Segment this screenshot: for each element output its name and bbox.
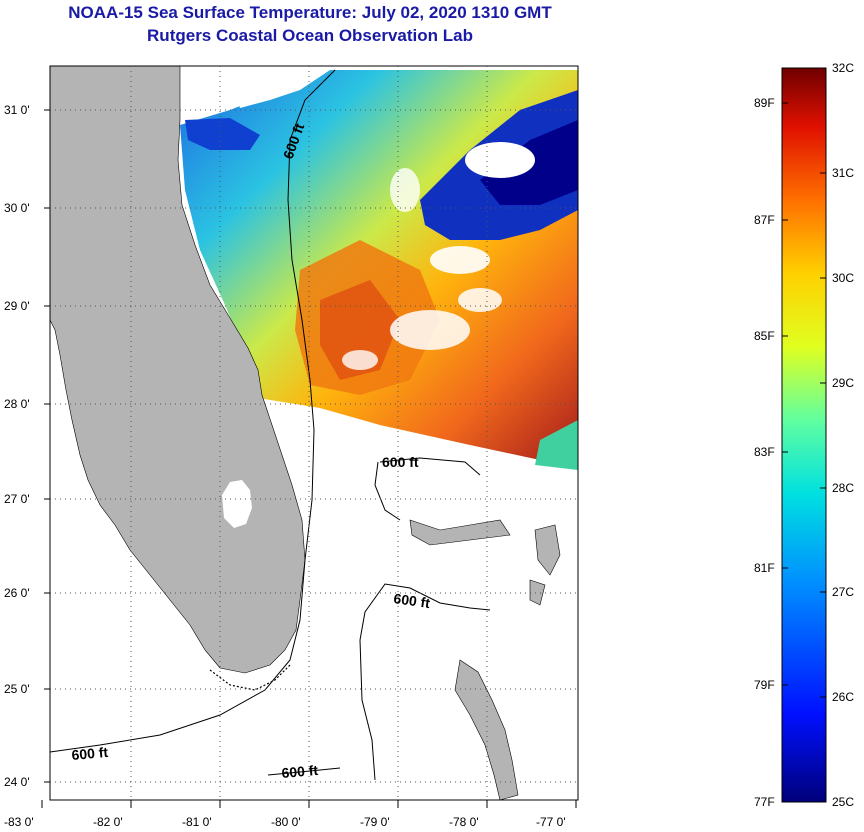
f-label: 89F xyxy=(754,96,775,110)
c-label: 31C xyxy=(832,166,854,180)
colorbar-ticks xyxy=(782,102,826,698)
lon-label: -78 0' xyxy=(449,815,479,829)
colorbar-fahrenheit-labels: 89F 87F 85F 83F 81F 79F 77F xyxy=(754,96,775,809)
lat-label: 31 0' xyxy=(4,103,30,117)
f-label: 85F xyxy=(754,329,775,343)
lon-label: -77 0' xyxy=(536,815,566,829)
contour-label: 600 ft xyxy=(393,590,432,611)
c-label: 25C xyxy=(832,795,854,809)
f-label: 87F xyxy=(754,213,775,227)
map-frame xyxy=(49,65,579,801)
graticule xyxy=(50,66,578,800)
lat-label: 28 0' xyxy=(4,397,30,411)
lon-label: -81 0' xyxy=(182,815,212,829)
lon-label: -79 0' xyxy=(360,815,390,829)
lat-label: 27 0' xyxy=(4,492,30,506)
longitude-labels: -83 0' -82 0' -81 0' -80 0' -79 0' -78 0… xyxy=(4,815,566,829)
c-label: 29C xyxy=(832,376,854,390)
lon-label: -82 0' xyxy=(93,815,123,829)
axis-ticks xyxy=(41,109,577,808)
latitude-labels: 31 0' 30 0' 29 0' 28 0' 27 0' 26 0' 25 0… xyxy=(4,103,30,789)
c-label: 27C xyxy=(832,585,854,599)
contour-label: 600 ft xyxy=(71,744,109,763)
f-label: 81F xyxy=(754,561,775,575)
sst-swath xyxy=(180,70,578,470)
c-label: 30C xyxy=(832,271,854,285)
lat-label: 25 0' xyxy=(4,682,30,696)
c-label: 28C xyxy=(832,481,854,495)
isobath-600ft xyxy=(50,69,491,781)
f-label: 83F xyxy=(754,445,775,459)
bahamas-islands xyxy=(409,519,561,800)
lon-label: -80 0' xyxy=(271,815,301,829)
lake-okeechobee xyxy=(222,480,252,528)
c-label: 32C xyxy=(832,61,854,75)
lon-label: -83 0' xyxy=(4,815,34,829)
lat-label: 30 0' xyxy=(4,201,30,215)
map-subtitle: Rutgers Coastal Ocean Observation Lab xyxy=(147,26,473,45)
lat-label: 29 0' xyxy=(4,299,30,313)
map-title: NOAA-15 Sea Surface Temperature: July 02… xyxy=(68,3,552,22)
colorbar-celsius-labels: 32C 31C 30C 29C 28C 27C 26C 25C xyxy=(832,61,854,809)
florida-keys xyxy=(209,664,291,691)
lat-label: 24 0' xyxy=(4,775,30,789)
f-label: 77F xyxy=(754,795,775,809)
c-label: 26C xyxy=(832,690,854,704)
contour-label: 600 ft xyxy=(382,454,419,470)
colorbar xyxy=(781,67,827,803)
lat-label: 26 0' xyxy=(4,586,30,600)
contour-label: 600 ft xyxy=(281,762,319,781)
f-label: 79F xyxy=(754,678,775,692)
